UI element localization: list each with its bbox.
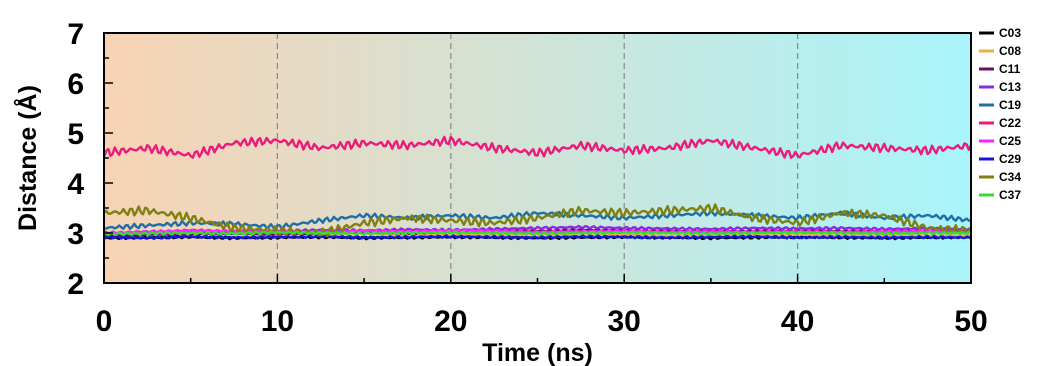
axis-ticks [103,32,972,284]
y-tick-label: 5 [67,118,84,151]
y-tick-label: 6 [67,68,84,101]
legend-label-c19: C19 [999,98,1021,112]
x-tick-labels: 0 10 20 30 40 50 [96,305,988,338]
legend-label-c13: C13 [999,80,1021,94]
series-line-c29 [103,234,972,241]
y-tick-label: 2 [67,268,84,301]
legend-label-c22: C22 [999,116,1021,130]
x-tick-label: 0 [96,305,113,338]
vertical-dashed-lines [276,33,799,283]
legend: C03 C08 C11 C13 C19 C22 C25 C29 C34 C37 [979,26,1021,202]
series-lines [102,135,973,241]
x-tick-label: 40 [781,305,814,338]
x-tick-label: 20 [434,305,467,338]
legend-label-c34: C34 [999,170,1021,184]
x-tick-label: 10 [261,305,294,338]
legend-label-c03: C03 [999,26,1021,40]
x-tick-label: 30 [608,305,641,338]
y-tick-label: 3 [67,218,84,251]
legend-label-c11: C11 [999,62,1021,76]
series-line-c34 [103,203,972,238]
legend-label-c08: C08 [999,44,1021,58]
plot-background [104,33,971,283]
y-axis-title: Distance (Å) [13,85,42,231]
series-line-c22 [102,135,973,159]
y-tick-label: 7 [67,18,84,51]
series-line-c37 [103,230,972,237]
legend-label-c29: C29 [999,152,1021,166]
legend-label-c37: C37 [999,188,1021,202]
y-tick-labels: 2 3 4 5 6 7 [67,18,84,301]
legend-label-c25: C25 [999,134,1021,148]
x-tick-label: 50 [954,305,987,338]
y-tick-label: 4 [67,168,84,201]
x-axis-title: Time (ns) [482,339,593,366]
